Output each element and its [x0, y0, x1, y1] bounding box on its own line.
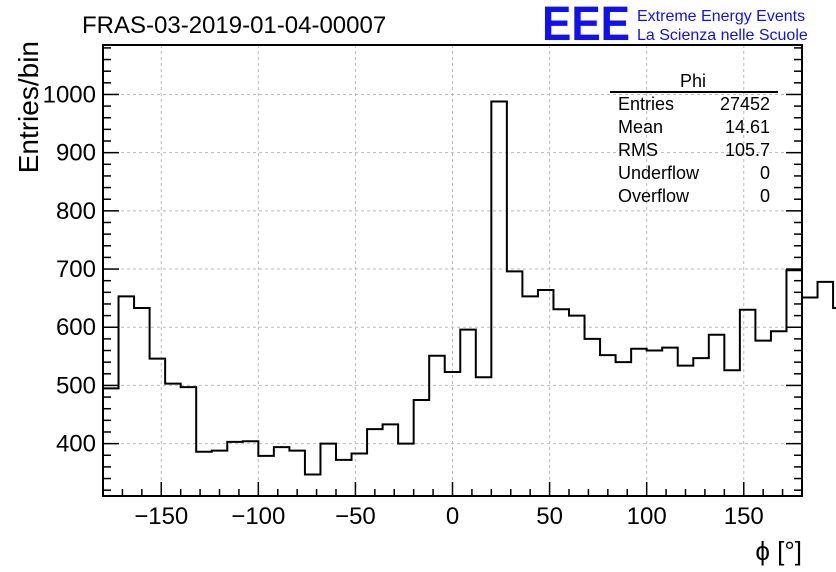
stats-label: RMS	[618, 140, 658, 160]
stats-label: Underflow	[618, 163, 700, 183]
eee-logo-line2: La Scienza nelle Scuole	[637, 27, 808, 44]
stats-value: 27452	[720, 94, 770, 114]
eee-logo: EEE Extreme Energy Events La Scienza nel…	[542, 0, 808, 51]
y-tick-label: 600	[56, 314, 96, 341]
stats-value: 105.7	[725, 140, 770, 160]
x-tick-label: 100	[627, 503, 667, 530]
y-tick-label: 800	[56, 198, 96, 225]
stats-value: 14.61	[725, 117, 770, 137]
axis-ticks	[102, 47, 803, 496]
x-tick-label: 0	[446, 503, 459, 530]
stats-value: 0	[760, 163, 770, 183]
y-tick-label: 400	[56, 431, 96, 458]
y-tick-label: 500	[56, 372, 96, 399]
stats-value: 0	[760, 186, 770, 206]
x-tick-label: 150	[724, 503, 764, 530]
y-tick-label: 900	[56, 140, 96, 167]
stats-box-title: Phi	[680, 71, 706, 91]
x-tick-labels: −150 −100 −50 0 50 100 150	[134, 503, 764, 530]
x-tick-label: −150	[134, 503, 188, 530]
grid-lines	[103, 45, 802, 496]
x-tick-label: 50	[536, 503, 563, 530]
eee-logo-line1: Extreme Energy Events	[637, 8, 805, 25]
histogram-line	[102, 100, 836, 496]
stats-label: Mean	[618, 117, 663, 137]
y-tick-labels: 400 500 600 700 800 900 1000	[43, 81, 96, 457]
stats-rows: Entries 27452 Mean 14.61 RMS 105.7 Underflow 0 O…	[618, 94, 770, 206]
stats-label: Entries	[618, 94, 674, 114]
x-axis-label: ϕ [°]	[755, 536, 802, 566]
stats-box: Phi Entries 27452 Mean 14.61 RMS 105.7 Underfl…	[610, 71, 778, 206]
chart-title: FRAS-03-2019-01-04-00007	[82, 12, 386, 39]
x-tick-label: −100	[231, 503, 285, 530]
stats-label: Overflow	[618, 186, 690, 206]
y-tick-label: 1000	[43, 81, 96, 108]
eee-logo-letters: EEE	[542, 0, 630, 51]
y-axis-label: Entries/bin	[13, 41, 44, 173]
x-tick-label: −50	[335, 503, 376, 530]
y-tick-label: 700	[56, 256, 96, 283]
